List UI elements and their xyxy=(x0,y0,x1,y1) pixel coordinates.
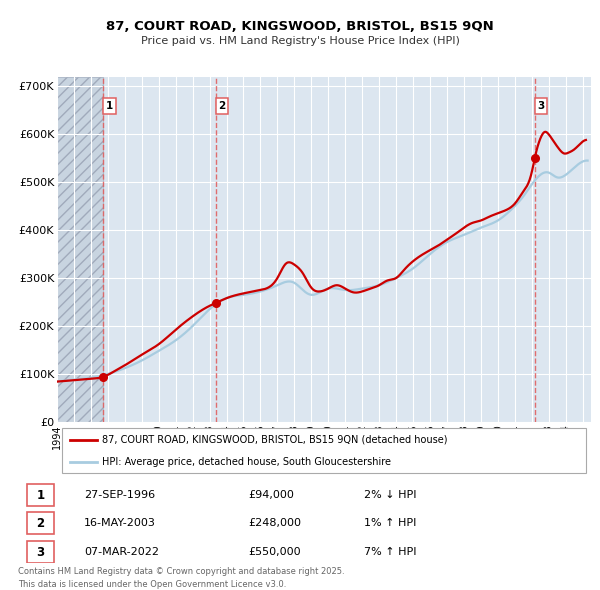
Text: 27-SEP-1996: 27-SEP-1996 xyxy=(84,490,155,500)
Text: £550,000: £550,000 xyxy=(248,548,301,558)
FancyBboxPatch shape xyxy=(26,484,54,506)
Text: £94,000: £94,000 xyxy=(248,490,294,500)
Text: 3: 3 xyxy=(537,101,545,111)
Text: 1: 1 xyxy=(37,489,44,502)
FancyBboxPatch shape xyxy=(26,541,54,563)
Text: 87, COURT ROAD, KINGSWOOD, BRISTOL, BS15 9QN (detached house): 87, COURT ROAD, KINGSWOOD, BRISTOL, BS15… xyxy=(103,435,448,445)
Text: 1: 1 xyxy=(106,101,113,111)
Text: Contains HM Land Registry data © Crown copyright and database right 2025.
This d: Contains HM Land Registry data © Crown c… xyxy=(18,568,344,589)
Text: 1% ↑ HPI: 1% ↑ HPI xyxy=(364,518,416,528)
FancyBboxPatch shape xyxy=(26,512,54,535)
Text: 16-MAY-2003: 16-MAY-2003 xyxy=(84,518,156,528)
Text: 07-MAR-2022: 07-MAR-2022 xyxy=(84,548,159,558)
Text: Price paid vs. HM Land Registry's House Price Index (HPI): Price paid vs. HM Land Registry's House … xyxy=(140,37,460,46)
Text: 3: 3 xyxy=(37,546,44,559)
Text: HPI: Average price, detached house, South Gloucestershire: HPI: Average price, detached house, Sout… xyxy=(103,457,391,467)
Text: 87, COURT ROAD, KINGSWOOD, BRISTOL, BS15 9QN: 87, COURT ROAD, KINGSWOOD, BRISTOL, BS15… xyxy=(106,20,494,33)
FancyBboxPatch shape xyxy=(62,428,586,473)
Text: 2: 2 xyxy=(37,517,44,530)
Text: £248,000: £248,000 xyxy=(248,518,301,528)
Text: 2: 2 xyxy=(218,101,226,111)
Text: 7% ↑ HPI: 7% ↑ HPI xyxy=(364,548,416,558)
Bar xyxy=(57,77,103,422)
Text: 2% ↓ HPI: 2% ↓ HPI xyxy=(364,490,416,500)
Bar xyxy=(57,77,103,422)
